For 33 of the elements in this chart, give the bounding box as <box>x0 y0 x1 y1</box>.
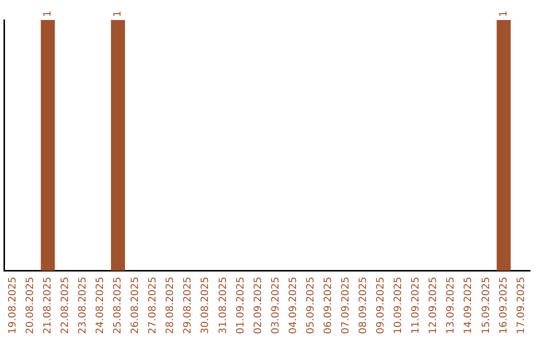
x-tick-label: 30.08.2025 <box>200 276 212 334</box>
x-tick-label: 05.09.2025 <box>305 276 316 334</box>
x-tick-label: 17.09.2025 <box>516 276 527 334</box>
x-tick-label: 21.08.2025 <box>42 276 54 334</box>
x-tick-label: 07.09.2025 <box>340 276 352 334</box>
x-tick-label: 02.09.2025 <box>252 276 264 334</box>
x-tick-label: 08.09.2025 <box>358 276 370 334</box>
x-tick-label: 04.09.2025 <box>288 276 299 334</box>
x-tick-label: 27.08.2025 <box>148 276 159 334</box>
x-tick-label: 14.09.2025 <box>463 276 474 334</box>
x-tick-label: 15.09.2025 <box>480 276 492 334</box>
x-tick-label: 26.08.2025 <box>130 276 142 334</box>
data-label: 1 <box>112 10 124 17</box>
x-tick-label: 19.08.2025 <box>7 276 18 334</box>
x-tick-label: 06.09.2025 <box>322 276 334 334</box>
x-tick-label: 20.08.2025 <box>24 276 36 334</box>
x-tick-label: 16.09.2025 <box>498 276 510 334</box>
x-tick-label: 12.09.2025 <box>428 276 440 334</box>
data-label: 1 <box>42 10 54 17</box>
x-tick-label: 23.08.2025 <box>77 276 88 334</box>
x-tick-label: 03.09.2025 <box>270 276 282 334</box>
x-tick-label: 31.08.2025 <box>218 276 229 334</box>
x-tick-label: 13.09.2025 <box>446 276 457 334</box>
data-label: 1 <box>498 10 510 17</box>
x-tick-label: 29.08.2025 <box>182 276 194 334</box>
x-tick-label: 22.08.2025 <box>60 276 71 334</box>
x-tick-label: 09.09.2025 <box>376 276 387 334</box>
x-tick-label: 01.09.2025 <box>235 276 246 334</box>
x-tick-label: 10.09.2025 <box>393 276 404 334</box>
x-tick-label: 28.08.2025 <box>165 276 176 334</box>
x-tick-label: 25.08.2025 <box>112 276 124 334</box>
x-tick-label: 11.09.2025 <box>410 276 422 334</box>
x-tick-label: 24.08.2025 <box>95 276 106 334</box>
